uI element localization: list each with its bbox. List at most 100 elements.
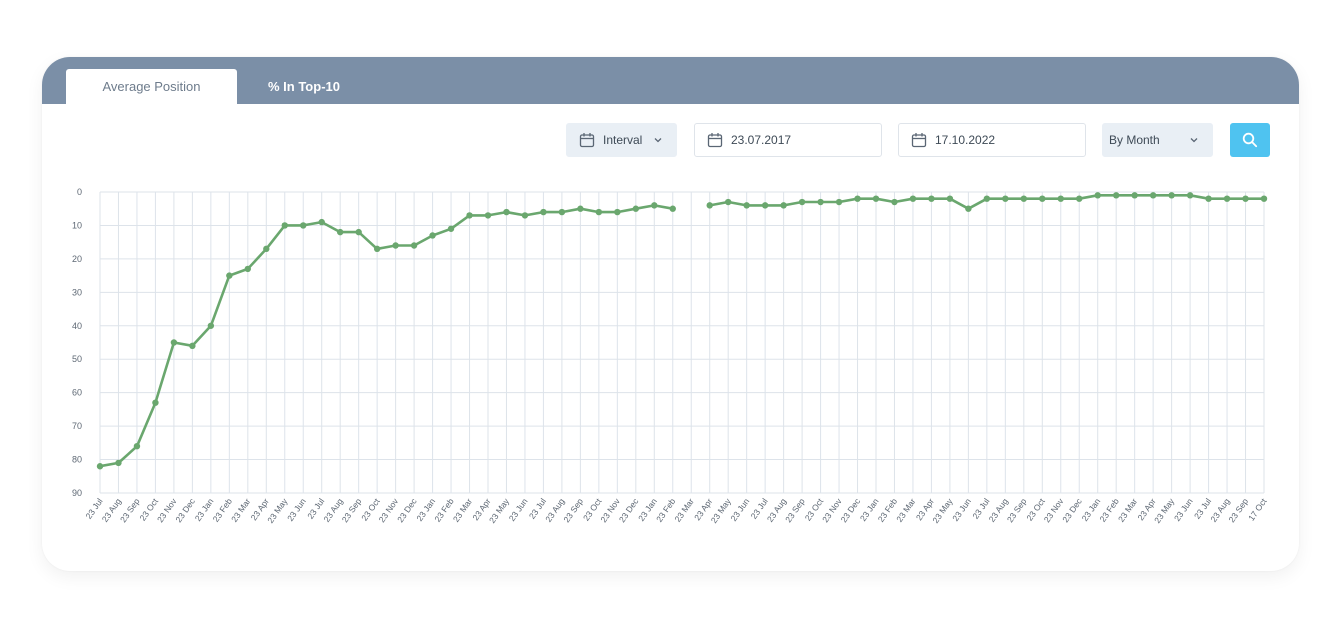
x-tick-label: 23 Dec: [1060, 496, 1084, 524]
data-point: [484, 212, 492, 219]
granularity-dropdown[interactable]: By Month: [1102, 123, 1213, 157]
y-tick-label: 40: [72, 321, 82, 331]
x-tick-label: 23 Mar: [229, 496, 252, 524]
data-point: [798, 198, 806, 206]
data-point: [1168, 192, 1175, 199]
y-tick-label: 20: [72, 254, 82, 264]
y-tick-label: 50: [72, 354, 82, 364]
x-tick-label: 23 Mar: [451, 496, 474, 524]
tab-bar: [42, 57, 1299, 104]
data-point: [614, 208, 621, 216]
data-point: [835, 198, 843, 206]
x-tick-label: 23 Dec: [173, 496, 197, 524]
x-tick-label: 23 Jun: [728, 496, 751, 523]
chart-card: Average Position % In Top-10 Interval 23…: [42, 57, 1299, 571]
x-tick-label: 23 May: [709, 496, 734, 525]
date-to-value: 17.10.2022: [935, 133, 996, 147]
y-tick-label: 60: [72, 388, 82, 398]
y-tick-label: 0: [77, 187, 82, 197]
data-point: [946, 195, 954, 202]
data-point: [558, 208, 566, 216]
data-point: [1186, 192, 1194, 199]
granularity-label: By Month: [1109, 133, 1160, 147]
data-point: [170, 339, 178, 346]
interval-dropdown[interactable]: Interval: [566, 123, 677, 157]
data-point: [207, 322, 215, 329]
x-tick-label: 23 Sep: [1227, 496, 1251, 524]
x-tick-label: 23 Mar: [1116, 496, 1139, 524]
x-tick-label: 23 Sep: [783, 496, 807, 524]
chevron-down-icon: [654, 138, 662, 143]
x-tick-label: 23 Mar: [673, 496, 696, 524]
interval-label: Interval: [603, 133, 643, 147]
x-tick-label: 23 Jun: [507, 496, 530, 523]
data-point: [706, 202, 713, 209]
data-point: [577, 205, 584, 212]
data-point: [373, 245, 381, 253]
data-point: [115, 459, 122, 467]
data-point: [632, 205, 640, 212]
data-point: [410, 242, 418, 249]
x-tick-label: 23 May: [1152, 496, 1177, 525]
data-point: [1260, 195, 1268, 202]
data-point: [318, 218, 325, 226]
data-point: [983, 195, 991, 202]
data-point: [244, 265, 252, 273]
data-point: [651, 202, 658, 209]
data-point: [1149, 192, 1157, 199]
data-point: [743, 202, 750, 209]
data-point: [1057, 195, 1064, 202]
data-point: [466, 212, 473, 219]
data-point: [263, 245, 270, 253]
data-point: [540, 208, 547, 216]
chevron-down-icon: [1190, 138, 1198, 143]
data-point: [429, 232, 436, 239]
x-tick-label: 23 Dec: [617, 496, 641, 524]
x-tick-label: 23 Dec: [839, 496, 863, 524]
data-point: [761, 202, 769, 209]
data-point: [669, 205, 676, 212]
x-tick-label: 23 Sep: [340, 496, 364, 524]
date-from-value: 23.07.2017: [731, 133, 792, 147]
y-tick-label: 80: [72, 455, 82, 465]
tab-average-position[interactable]: Average Position: [66, 69, 237, 104]
data-point: [503, 208, 510, 216]
data-point: [854, 195, 861, 202]
data-point: [226, 272, 233, 279]
x-tick-label: 23 May: [487, 496, 512, 525]
data-point: [152, 399, 159, 406]
x-tick-label: 23 Mar: [894, 496, 917, 524]
data-point: [1131, 192, 1138, 199]
x-tick-label: 23 Dec: [395, 496, 419, 524]
data-point: [1039, 195, 1046, 202]
date-to-field[interactable]: 17.10.2022: [898, 123, 1086, 157]
x-tick-label: 17 Oct: [1246, 496, 1269, 523]
data-point: [1223, 195, 1231, 202]
data-point: [1205, 195, 1212, 202]
calendar-icon: [579, 133, 595, 148]
data-point: [392, 242, 399, 249]
data-point: [928, 195, 935, 202]
data-point: [965, 205, 972, 212]
data-point: [1242, 195, 1249, 202]
search-button[interactable]: [1230, 123, 1270, 157]
x-tick-label: 23 Sep: [118, 496, 142, 524]
data-point: [909, 195, 917, 202]
y-tick-label: 30: [72, 287, 82, 297]
data-point: [336, 228, 344, 236]
x-tick-label: 23 May: [930, 496, 955, 525]
tab-top-10[interactable]: % In Top-10: [268, 79, 340, 94]
data-point: [817, 198, 824, 206]
x-tick-label: 23 Jun: [1172, 496, 1195, 523]
data-point: [1112, 192, 1120, 199]
data-point: [724, 198, 732, 206]
x-tick-label: 23 Jun: [950, 496, 973, 523]
date-from-field[interactable]: 23.07.2017: [694, 123, 882, 157]
y-tick-label: 10: [72, 220, 82, 230]
y-tick-label: 70: [72, 421, 82, 431]
data-point: [355, 228, 362, 236]
data-point: [96, 463, 104, 470]
data-point: [300, 222, 307, 229]
data-point: [447, 225, 455, 232]
